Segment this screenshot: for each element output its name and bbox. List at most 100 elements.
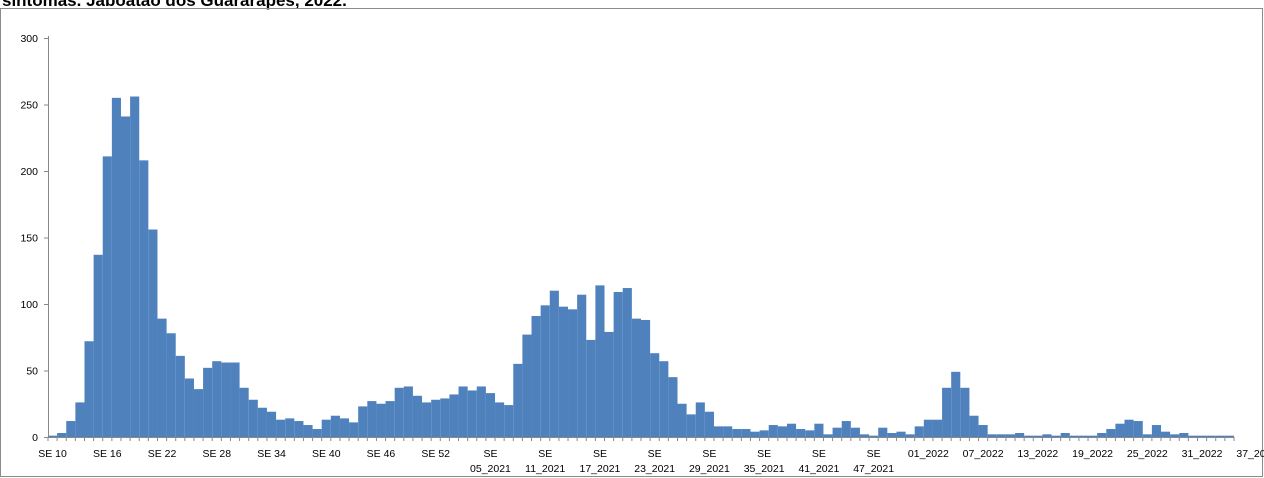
x-tick-label: 23_2021: [634, 463, 675, 475]
bar: [66, 421, 76, 437]
x-tick-label: SE 40: [312, 448, 341, 460]
bar: [741, 429, 751, 437]
bar: [239, 387, 249, 437]
bar: [987, 434, 997, 437]
bar: [1151, 425, 1162, 437]
x-tick-label: SE: [648, 448, 662, 460]
bar: [1224, 435, 1234, 437]
bar: [385, 401, 395, 437]
bar: [1115, 423, 1125, 437]
bar: [330, 415, 340, 437]
bar: [1206, 435, 1216, 437]
x-tick-label: 13_2022: [1017, 448, 1058, 460]
bar: [495, 402, 505, 437]
bar: [814, 423, 824, 437]
bar: [339, 418, 350, 437]
bar: [650, 353, 660, 437]
bar: [823, 434, 833, 437]
bar: [75, 402, 85, 437]
x-tick-label: SE: [593, 448, 607, 460]
bar: [476, 386, 486, 437]
bar: [595, 285, 605, 437]
x-tick-label: SE 52: [421, 448, 450, 460]
bar: [367, 401, 377, 437]
bar: [686, 414, 696, 437]
bar: [312, 429, 322, 437]
bar: [1215, 435, 1225, 437]
bar: [887, 433, 897, 437]
x-tick-label: 19_2022: [1072, 448, 1113, 460]
bar: [431, 399, 441, 437]
bar: [276, 419, 286, 437]
bar: [759, 430, 769, 437]
y-tick-labels: 0 50 100 150 200 250 300: [20, 33, 38, 444]
bar: [631, 318, 641, 437]
x-tick-label: 47_2021: [853, 463, 894, 475]
bar: [1088, 435, 1098, 437]
bar: [859, 434, 870, 437]
bar: [57, 433, 67, 437]
bar: [1051, 435, 1061, 437]
bar: [905, 434, 915, 437]
chart-title: sintomas. Jaboatão dos Guararapes, 2022.: [2, 0, 347, 10]
bar: [586, 339, 596, 437]
bar: [166, 333, 176, 437]
bar: [93, 254, 103, 437]
bar: [48, 435, 58, 437]
x-tick-label: 29_2021: [689, 463, 730, 475]
bar: [458, 386, 468, 437]
y-tick-label: 300: [20, 33, 38, 45]
bar: [212, 361, 222, 437]
bar: [996, 434, 1006, 437]
bar: [914, 426, 924, 437]
bar: [723, 426, 733, 437]
bar: [1005, 434, 1016, 437]
bar: [285, 418, 295, 437]
bars-group: [48, 96, 1234, 438]
x-tick-label: 07_2022: [963, 448, 1004, 460]
bar: [659, 361, 669, 437]
x-tick-label: SE: [757, 448, 771, 460]
bar: [677, 403, 687, 437]
bar: [695, 402, 705, 437]
x-tick-label: SE 16: [93, 448, 122, 460]
bar: [257, 407, 267, 437]
x-tick-label: 41_2021: [798, 463, 839, 475]
bar: [668, 377, 678, 437]
bar: [394, 387, 404, 437]
bar: [193, 389, 204, 437]
bar: [266, 411, 277, 437]
bar: [1161, 431, 1171, 437]
bar: [513, 363, 523, 437]
bar: [230, 362, 240, 437]
bar: [303, 425, 313, 437]
y-tick-label: 200: [20, 166, 38, 178]
x-tick-label: SE 22: [148, 448, 177, 460]
bar: [732, 429, 742, 437]
bar: [321, 419, 331, 437]
bar: [504, 405, 514, 437]
bar: [951, 371, 961, 437]
x-tick-labels: SE 10 SE 16 SE 22 SE 28 SE 34 SE 40 SE 46 SE 52…: [38, 448, 1264, 475]
bar: [1179, 433, 1189, 437]
bar: [850, 427, 860, 437]
bar: [841, 421, 851, 437]
bar: [403, 386, 413, 437]
x-tick-label: 01_2022: [908, 448, 949, 460]
bar: [878, 427, 888, 437]
bar: [1106, 429, 1116, 437]
bar: [1188, 435, 1198, 437]
bar: [896, 431, 906, 437]
x-tick-label: 25_2022: [1127, 448, 1168, 460]
bar: [248, 399, 258, 437]
bar: [604, 331, 614, 437]
bar: [1060, 433, 1070, 437]
x-tick-label: 11_2021: [525, 463, 565, 475]
bar: [139, 160, 149, 438]
y-tick-label: 50: [26, 366, 38, 378]
x-tick-label: 37_2022: [1236, 448, 1264, 460]
x-tick-label: 17_2021: [580, 463, 621, 475]
bar: [622, 288, 632, 437]
bar: [577, 294, 587, 437]
